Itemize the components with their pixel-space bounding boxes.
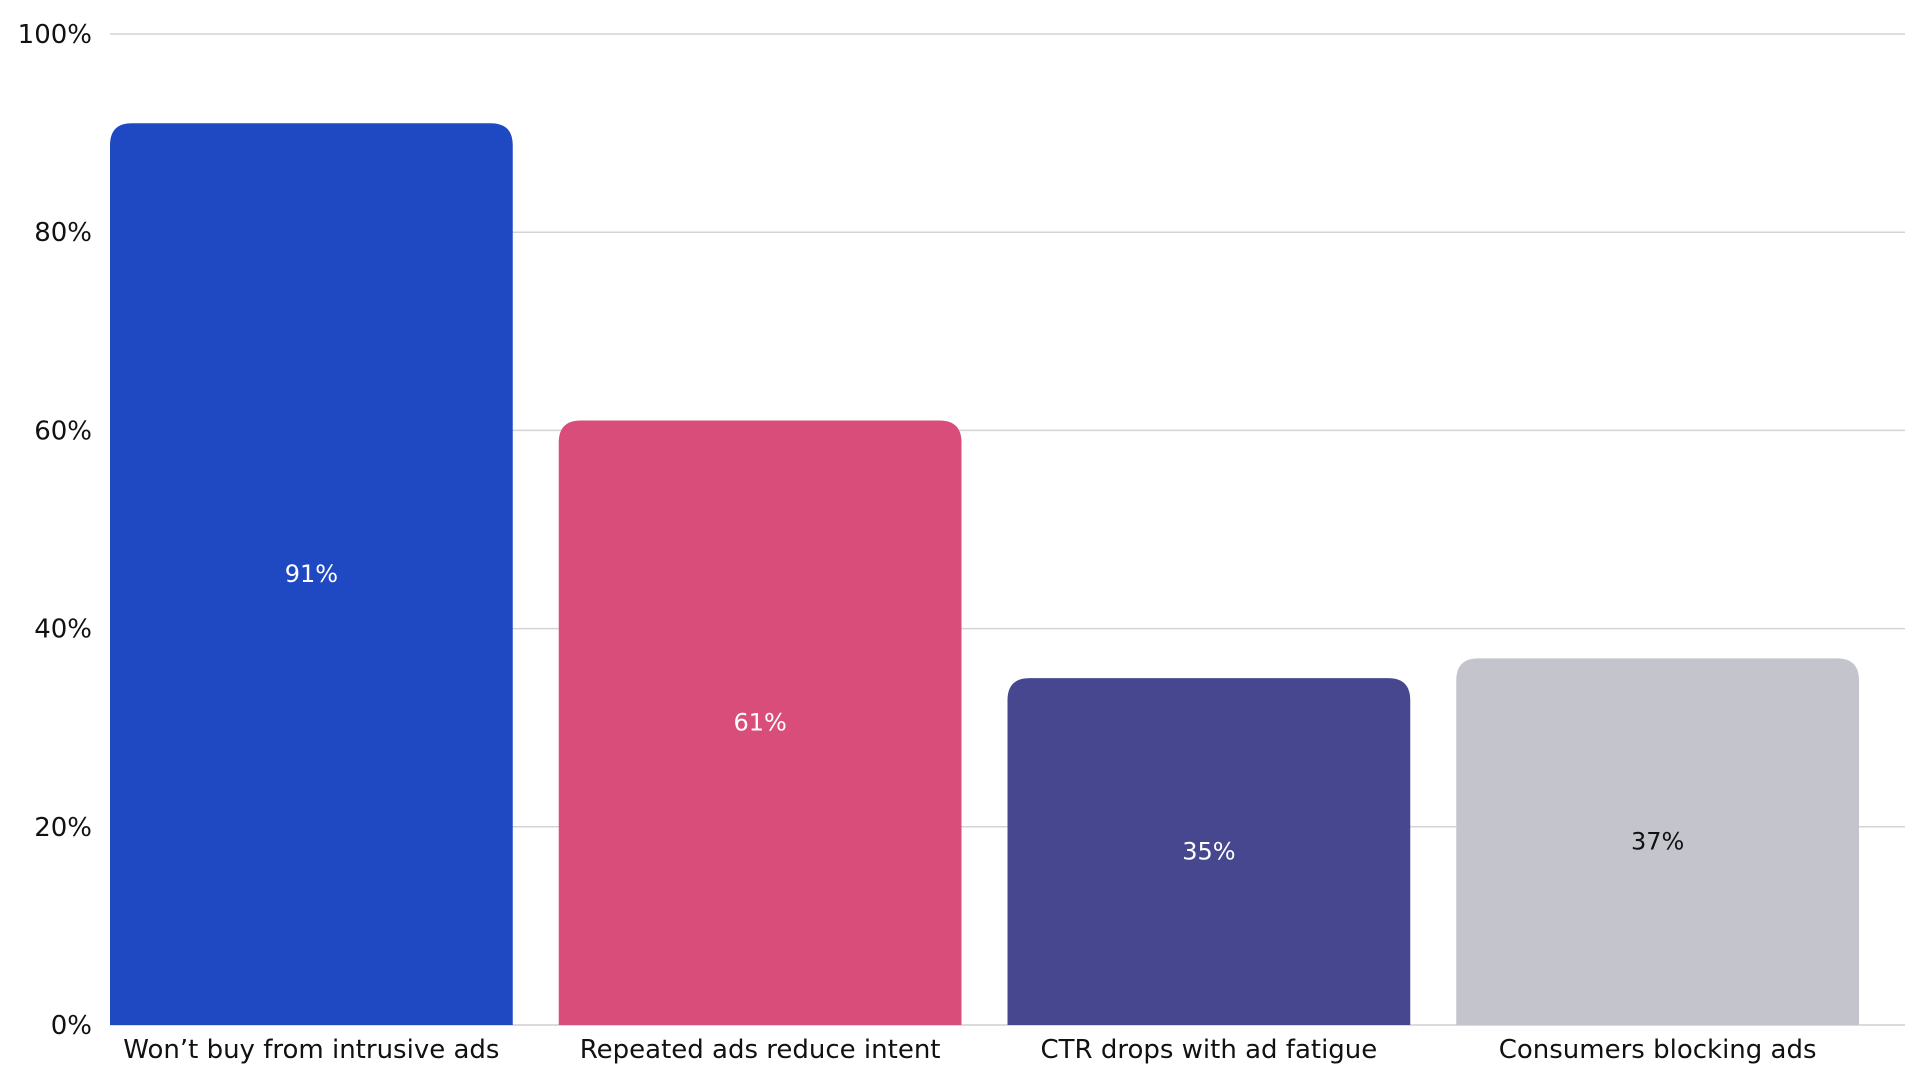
y-tick-label: 40% (34, 615, 92, 645)
data-labels: 91% 61% 35% 37% (285, 560, 1685, 865)
x-axis-category-labels: Won’t buy from intrusive ads Repeated ads… (123, 1035, 1816, 1065)
y-axis-tick-labels: 0% 20% 40% 60% 80% 100% (18, 20, 92, 1041)
category-label: Repeated ads reduce intent (580, 1035, 941, 1065)
y-tick-label: 20% (34, 813, 92, 843)
data-label: 35% (1182, 838, 1235, 866)
y-tick-label: 0% (51, 1011, 92, 1041)
category-label: Consumers blocking ads (1499, 1035, 1817, 1065)
bar (1456, 658, 1859, 1025)
bars (110, 123, 1859, 1025)
data-label: 61% (733, 709, 786, 737)
category-label: CTR drops with ad fatigue (1040, 1035, 1377, 1065)
y-tick-label: 60% (34, 416, 92, 446)
bar (110, 123, 513, 1025)
y-tick-label: 80% (34, 218, 92, 248)
data-label: 37% (1631, 828, 1684, 856)
y-tick-label: 100% (18, 20, 92, 50)
category-label: Won’t buy from intrusive ads (123, 1035, 499, 1065)
bar (1007, 678, 1411, 1025)
data-label: 91% (285, 560, 338, 588)
bar (558, 420, 962, 1025)
